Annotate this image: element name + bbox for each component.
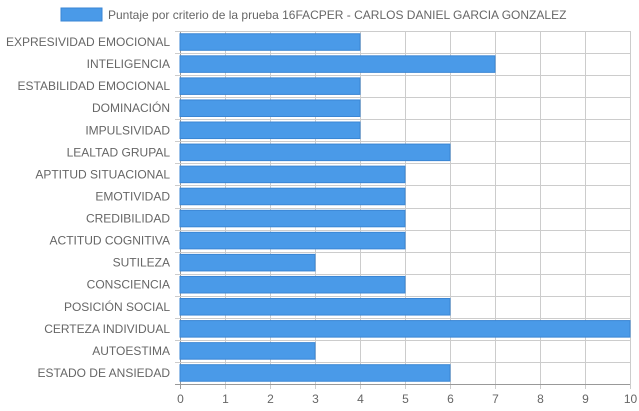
category-label-3: ESTABILIDAD EMOCIONAL [18,79,171,93]
category-labels: EXPRESIVIDAD EMOCIONAL INTELIGENCIA ESTABI… [6,35,170,380]
category-label-5: IMPULSIVIDAD [85,123,170,137]
category-label-4: DOMINACIÓN [92,100,170,115]
bar-1[interactable] [179,33,361,51]
bar-14[interactable] [179,320,631,338]
bar-16[interactable] [179,364,451,382]
x-tick-label-1: 1 [222,392,229,406]
x-tick-label-6: 6 [447,392,454,406]
legend-label[interactable]: Puntaje por criterio de la prueba 16FACP… [108,8,566,22]
bar-7[interactable] [179,165,406,184]
category-label-2: INTELIGENCIA [87,57,170,71]
x-tick-label-4: 4 [357,392,364,406]
bar-13[interactable] [179,298,451,316]
bar-3[interactable] [179,77,361,95]
category-label-7: APTITUD SITUACIONAL [35,167,170,181]
x-tick-label-9: 9 [582,392,589,406]
category-label-12: CONSCIENCIA [87,278,170,292]
category-label-10: ACTITUD COGNITIVA [50,234,170,248]
legend[interactable]: Puntaje por criterio de la prueba 16FACP… [60,7,566,22]
bar-5[interactable] [179,121,361,140]
bar-6[interactable] [179,143,451,162]
category-label-14: CERTEZA INDIVIDUAL [44,322,170,336]
bar-2[interactable] [179,55,496,73]
bar-12[interactable] [179,275,406,294]
bar-10[interactable] [179,231,406,250]
x-tick-label-7: 7 [492,392,499,406]
category-label-13: POSICIÓN SOCIAL [64,299,170,314]
category-label-16: ESTADO DE ANSIEDAD [38,366,171,380]
bar-11[interactable] [179,253,316,272]
category-label-1: EXPRESIVIDAD EMOCIONAL [6,35,170,49]
x-tick-label-10: 10 [624,392,638,406]
category-label-11: SUTILEZA [113,256,170,270]
grid-layer [175,31,631,389]
x-tick-label-0: 0 [177,392,184,406]
x-tick-label-5: 5 [402,392,409,406]
category-label-9: CREDIBILIDAD [86,212,170,226]
x-tick-label-2: 2 [267,392,274,406]
category-label-8: EMOTIVIDAD [95,189,170,203]
category-label-15: AUTOESTIMA [92,344,170,358]
category-label-6: LEALTAD GRUPAL [67,145,171,159]
x-tick-label-3: 3 [312,392,319,406]
bar-8[interactable] [179,187,406,206]
bar-4[interactable] [179,99,361,117]
legend-swatch[interactable] [60,7,103,22]
tick-labels: 0 1 2 3 4 5 6 7 8 9 10 [177,392,637,406]
x-tick-label-8: 8 [537,392,544,406]
bar-15[interactable] [179,342,316,360]
bar-9[interactable] [179,209,406,228]
bars-layer [179,33,631,382]
